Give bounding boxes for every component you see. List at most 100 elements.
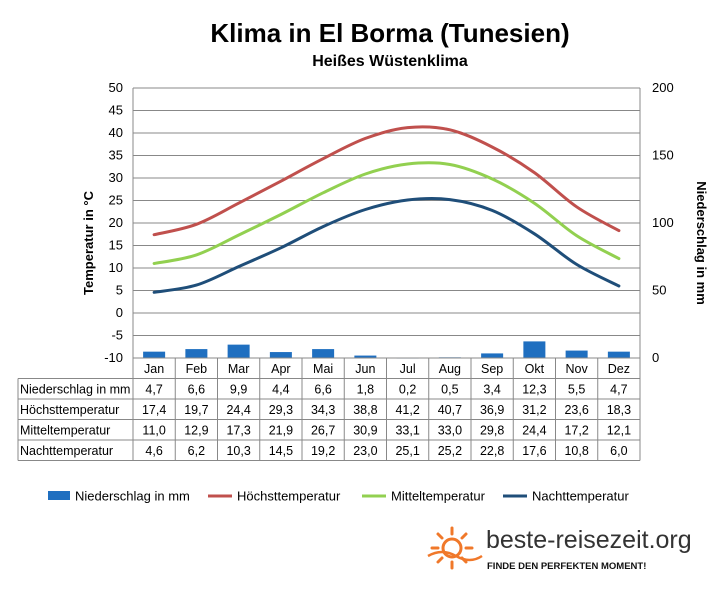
table-cell: 19,2	[311, 444, 335, 458]
table-cell: 12,9	[184, 424, 208, 438]
table-cell: 29,3	[269, 403, 293, 417]
table-cell: 36,9	[480, 403, 504, 417]
month-label: Jul	[400, 362, 416, 376]
table-cell: 6,2	[188, 444, 205, 458]
legend: Niederschlag in mm Höchsttemperatur Mittel…	[48, 489, 629, 504]
table-cell: 25,2	[438, 444, 462, 458]
table-cell: 38,8	[353, 403, 377, 417]
table-cell: 30,9	[353, 424, 377, 438]
left-tick-label: 30	[109, 170, 123, 185]
table-cell: 6,6	[314, 383, 331, 397]
table-cell: 4,4	[272, 383, 289, 397]
month-label: Feb	[186, 362, 208, 376]
right-tick-label: 100	[652, 215, 674, 230]
precipitation-bars	[143, 341, 630, 359]
table-cell: 29,8	[480, 424, 504, 438]
table-cell: 41,2	[395, 403, 419, 417]
table-row-header: Höchsttemperatur	[20, 403, 119, 417]
table-cell: 10,3	[226, 444, 250, 458]
series-line-Mitteltemperatur	[152, 161, 621, 265]
table-cell: 9,9	[230, 383, 247, 397]
month-label: Mai	[313, 362, 333, 376]
legend-label: Höchsttemperatur	[237, 489, 341, 504]
left-tick-label: 15	[109, 238, 123, 253]
month-label: Nov	[566, 362, 589, 376]
table-cell: 23,6	[564, 403, 588, 417]
precipitation-bar-Okt	[523, 341, 546, 358]
table-cell: 0,5	[441, 383, 458, 397]
table-cell: 31,2	[522, 403, 546, 417]
table-row-header: Niederschlag in mm	[20, 383, 130, 397]
data-table: Jan Feb Mar Apr Mai Jun Jul Aug Sep Okt Nov Dez Nied…	[17, 357, 641, 461]
table-cell: 23,0	[353, 444, 377, 458]
table-cell: 6,6	[188, 383, 205, 397]
table-cell: 33,0	[438, 424, 462, 438]
left-tick-label: 20	[109, 215, 123, 230]
table-cell: 5,5	[568, 383, 585, 397]
table-cell: 25,1	[395, 444, 419, 458]
table-cell: 17,2	[564, 424, 588, 438]
precipitation-bar-Jan	[143, 351, 166, 358]
left-tick-label: 35	[109, 148, 123, 163]
table-cell: 11,0	[142, 424, 165, 438]
sun-icon	[427, 526, 483, 570]
left-tick-label: 5	[116, 283, 123, 298]
table-cell: 21,9	[269, 424, 293, 438]
right-tick-label: 150	[652, 148, 674, 163]
month-label: Mar	[228, 362, 250, 376]
left-axis-label: Temperatur in °C	[81, 190, 96, 295]
right-tick-label: 200	[652, 80, 674, 95]
left-tick-label: -5	[111, 328, 123, 343]
table-cell: 17,6	[522, 444, 546, 458]
legend-label: Mitteltemperatur	[391, 489, 486, 504]
table-cell: 26,7	[311, 424, 335, 438]
left-tick-label: -10	[104, 350, 123, 365]
left-tick-label: 10	[109, 260, 123, 275]
month-label: Jan	[144, 362, 164, 376]
right-axis-ticks: 200 150 100 50 0	[652, 80, 674, 365]
chart-title: Klima in El Borma (Tunesien)	[210, 18, 569, 48]
table-cell: 3,4	[483, 383, 500, 397]
legend-label: Nachttemperatur	[532, 489, 629, 504]
temperature-lines	[152, 125, 621, 294]
right-tick-label: 50	[652, 283, 666, 298]
table-cell: 4,6	[145, 444, 162, 458]
left-tick-label: 45	[109, 103, 123, 118]
table-cell: 0,2	[399, 383, 416, 397]
precipitation-bar-Apr	[269, 352, 292, 358]
table-cell: 12,1	[607, 424, 631, 438]
precipitation-bar-Feb	[185, 349, 208, 358]
month-label: Sep	[481, 362, 503, 376]
precipitation-bar-Mai	[312, 349, 335, 358]
month-label: Dez	[608, 362, 630, 376]
month-label: Jun	[355, 362, 375, 376]
table-cell: 24,4	[522, 424, 546, 438]
table-cell: 4,7	[145, 383, 162, 397]
table-row-header: Mitteltemperatur	[20, 424, 110, 438]
table-cell: 18,3	[607, 403, 631, 417]
series-line-Nachttemperatur	[152, 197, 621, 294]
brand-name: beste-reisezeit.org	[486, 526, 692, 554]
table-cell: 1,8	[357, 383, 374, 397]
left-tick-label: 25	[109, 193, 123, 208]
precipitation-bar-Nov	[565, 350, 588, 358]
table-row-header: Nachttemperatur	[20, 444, 113, 458]
table-cell: 19,7	[184, 403, 208, 417]
table-cell: 22,8	[480, 444, 504, 458]
month-label: Aug	[439, 362, 461, 376]
precipitation-bar-Sep	[481, 353, 504, 358]
table-cell: 14,5	[269, 444, 293, 458]
table-cell: 6,0	[610, 444, 627, 458]
left-tick-label: 0	[116, 305, 123, 320]
month-label: Okt	[525, 362, 545, 376]
legend-label: Niederschlag in mm	[75, 489, 190, 504]
chart-subtitle: Heißes Wüstenklima	[312, 53, 468, 70]
precipitation-bar-Dez	[607, 351, 630, 358]
table-cell: 33,1	[395, 424, 419, 438]
right-tick-label: 0	[652, 350, 659, 365]
brand-logo: beste-reisezeit.org FINDE DEN PERFEKTEN …	[427, 526, 692, 572]
left-tick-label: 50	[109, 80, 123, 95]
table-cell: 40,7	[438, 403, 462, 417]
